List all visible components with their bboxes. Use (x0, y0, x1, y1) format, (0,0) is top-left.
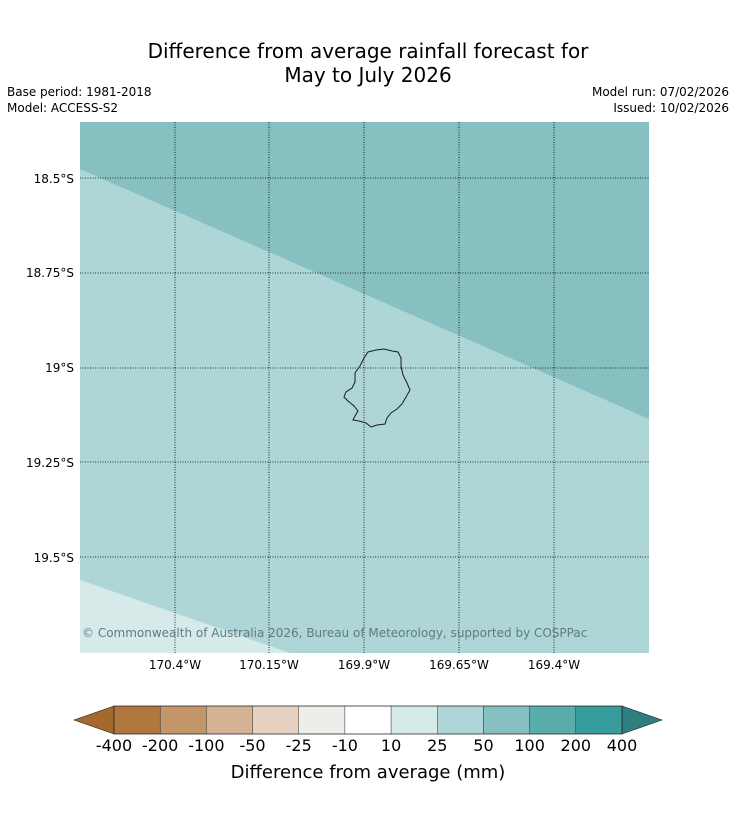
lat-label-18-5s: 18.5°S (34, 172, 74, 186)
lat-label-19-5s: 19.5°S (34, 551, 74, 565)
map-panel: © Commonwealth of Australia 2026, Bureau… (80, 122, 649, 653)
longitude-labels: 170.4°W 170.15°W 169.9°W 169.65°W 169.4°… (149, 658, 580, 672)
chart-title-line-2: May to July 2026 (284, 63, 452, 87)
lon-label-170-4w: 170.4°W (149, 658, 201, 672)
colorbar-tick-9: 100 (514, 736, 545, 755)
colorbar-swatch-2 (206, 705, 253, 735)
region-southwest (80, 580, 290, 653)
colorbar-swatch-9 (529, 705, 577, 735)
colorbar-tick-2: -100 (188, 736, 224, 755)
colorbar-swatch-8 (483, 705, 530, 735)
colorbar-tick-11: 400 (607, 736, 638, 755)
base-period-text: Base period: 1981-2018 (7, 85, 152, 99)
colorbar-tick-8: 50 (473, 736, 493, 755)
lon-label-169-4w: 169.4°W (528, 658, 580, 672)
colorbar-swatch-6 (390, 705, 438, 735)
colorbar-tick-10: 200 (561, 736, 592, 755)
colorbar-tick-labels: -400 -200 -100 -50 -25 -10 10 25 50 100 200 400 (96, 736, 637, 755)
colorbar-tick-0: -400 (96, 736, 132, 755)
colorbar-swatch-1 (159, 705, 207, 735)
colorbar-swatch-5 (344, 705, 392, 735)
colorbar-swatch-10 (575, 705, 623, 735)
lon-label-170-15w: 170.15°W (239, 658, 299, 672)
model-text: Model: ACCESS-S2 (7, 101, 119, 115)
latitude-labels: 18.5°S 18.75°S 19°S 19.25°S 19.5°S (26, 172, 74, 565)
lat-label-19s: 19°S (45, 361, 74, 375)
region-northeast (80, 122, 649, 419)
colorbar-low-extend (73, 705, 115, 735)
colorbar-tick-4: -25 (286, 736, 312, 755)
colorbar-tick-1: -200 (142, 736, 178, 755)
colorbar-swatches (113, 705, 623, 735)
gridlines (80, 122, 649, 653)
colorbar-swatch-3 (252, 705, 299, 735)
colorbar-label: Difference from average (mm) (231, 762, 506, 783)
lon-label-169-65w: 169.65°W (429, 658, 489, 672)
copyright-text: © Commonwealth of Australia 2026, Bureau… (82, 626, 587, 640)
model-run-text: Model run: 07/02/2026 (591, 85, 729, 99)
colorbar-tick-7: 25 (427, 736, 447, 755)
lat-label-19-25s: 19.25°S (26, 456, 74, 470)
lat-label-18-75s: 18.75°S (26, 266, 74, 280)
colorbar-outline (113, 705, 623, 735)
colorbar-high-extend (621, 705, 663, 735)
colorbar-swatch-0 (113, 705, 161, 735)
chart-title-line-1: Difference from average rainfall forecas… (147, 39, 589, 63)
colorbar-tick-5: -10 (332, 736, 358, 755)
colorbar-swatch-7 (437, 705, 484, 735)
issued-text: Issued: 10/02/2026 (613, 101, 729, 115)
island-coastline (343, 348, 411, 428)
colorbar-tick-6: 10 (381, 736, 401, 755)
colorbar: -400 -200 -100 -50 -25 -10 10 25 50 100 200 400 (73, 705, 663, 755)
colorbar-swatch-4 (298, 705, 346, 735)
lon-label-169-9w: 169.9°W (338, 658, 390, 672)
colorbar-tick-3: -50 (239, 736, 265, 755)
